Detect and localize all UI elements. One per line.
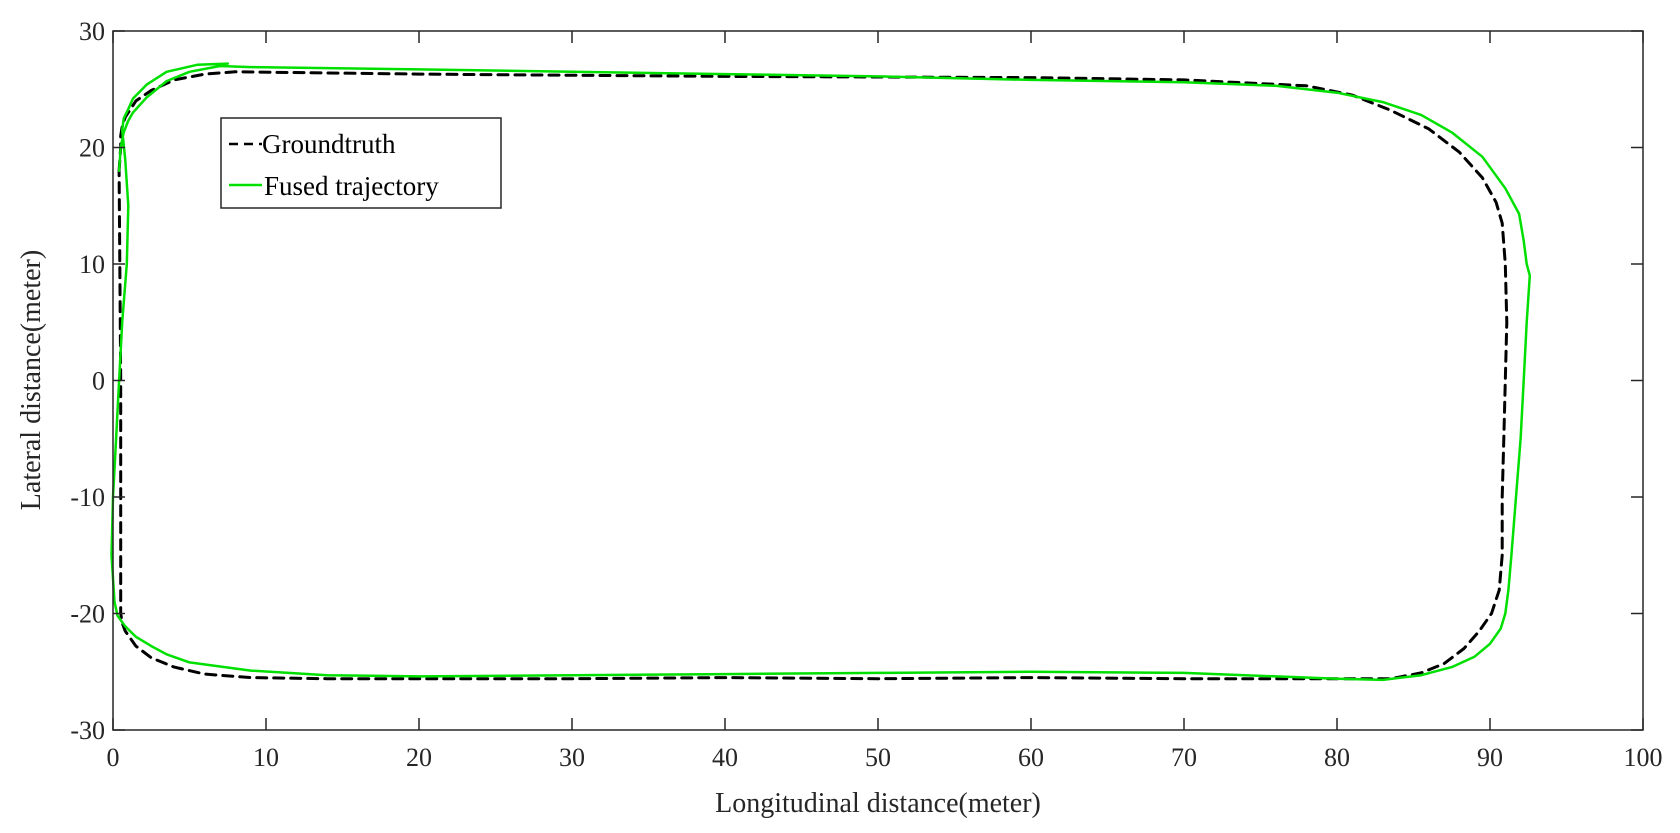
- x-tick-label: 80: [1324, 743, 1350, 772]
- y-tick-label: 0: [92, 367, 105, 396]
- y-tick-label: 20: [79, 134, 105, 163]
- legend: Groundtruth Fused trajectory: [220, 117, 502, 209]
- legend-label-groundtruth: Groundtruth: [262, 129, 396, 159]
- x-tick-label: 60: [1018, 743, 1044, 772]
- plot-frame: [112, 30, 1644, 731]
- x-axis-title: Longitudinal distance(meter): [715, 788, 1041, 819]
- x-tick-label: 100: [1624, 743, 1663, 772]
- y-axis-ticks: -30 -20 -10 0 10 20 30: [70, 17, 1643, 745]
- y-tick-label: -10: [70, 483, 105, 512]
- y-tick-label: 30: [79, 17, 105, 46]
- y-axis-title: Lateral distance(meter): [16, 250, 47, 510]
- x-tick-label: 70: [1171, 743, 1197, 772]
- x-tick-label: 30: [559, 743, 585, 772]
- legend-label-fused-trajectory: Fused trajectory: [264, 171, 439, 201]
- y-tick-label: 10: [79, 250, 105, 279]
- series-layer: [110, 62, 1532, 682]
- x-tick-label: 10: [253, 743, 279, 772]
- x-tick-label: 40: [712, 743, 738, 772]
- x-tick-label: 90: [1477, 743, 1503, 772]
- series-line-fused-trajectory: [110, 62, 1532, 682]
- series-line-groundtruth: [117, 70, 1509, 681]
- x-tick-label: 50: [865, 743, 891, 772]
- y-tick-label: -30: [70, 716, 105, 745]
- x-tick-label: 20: [406, 743, 432, 772]
- y-tick-label: -20: [70, 600, 105, 629]
- x-axis-ticks: 0 10 20 30 40 50 60 70 80 90 100: [107, 31, 1663, 772]
- legend-box: [220, 117, 502, 209]
- x-tick-label: 0: [107, 743, 120, 772]
